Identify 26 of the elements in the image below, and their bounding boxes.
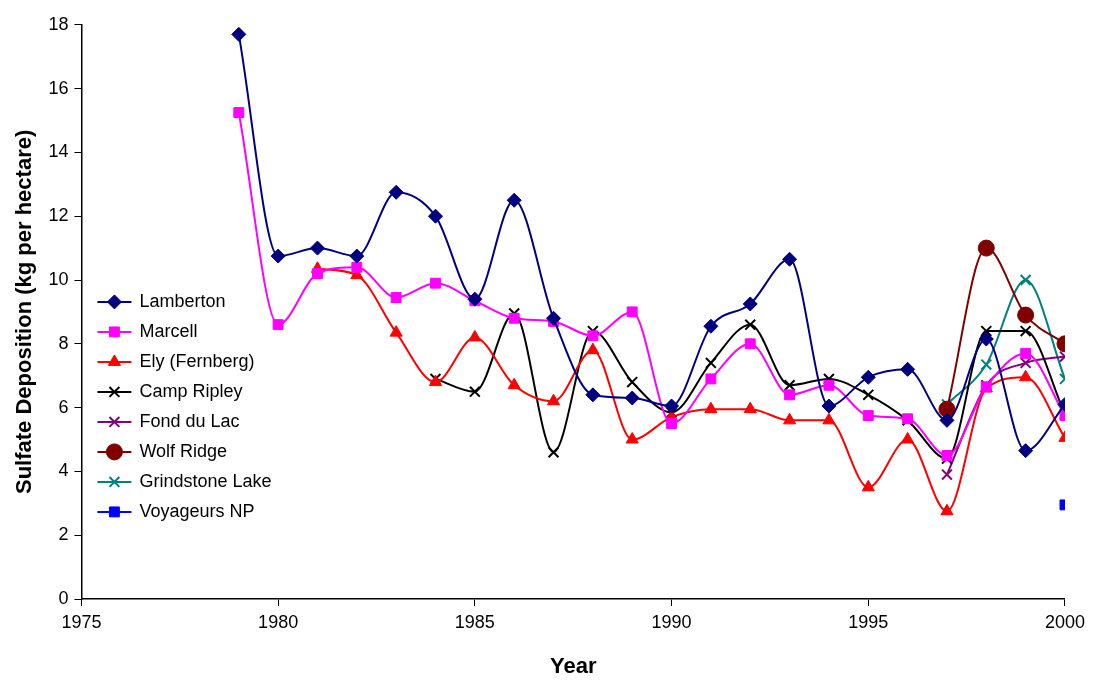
y-tick-label: 6 <box>58 396 69 417</box>
y-tick-label: 2 <box>58 524 69 545</box>
x-tick-label: 2000 <box>1044 611 1085 632</box>
legend-label: Fond du Lac <box>139 410 240 431</box>
legend-label: Ely (Fernberg) <box>139 350 255 371</box>
legend-label: Grindstone Lake <box>139 470 272 491</box>
y-tick-label: 18 <box>48 13 69 34</box>
x-tick-label: 1995 <box>848 611 889 632</box>
y-tick-label: 8 <box>58 332 69 353</box>
legend-label: Wolf Ridge <box>139 440 228 461</box>
y-tick-label: 14 <box>48 141 69 162</box>
x-tick-label: 1985 <box>454 611 495 632</box>
legend-label: Marcell <box>139 320 198 341</box>
x-axis-title: Year <box>549 652 597 678</box>
y-tick-label: 16 <box>48 77 69 98</box>
y-tick-label: 12 <box>48 205 69 226</box>
y-tick-label: 4 <box>58 460 69 481</box>
legend-label: Lamberton <box>139 290 226 311</box>
y-axis-title: Sulfate Deposition (kg per hectare) <box>11 129 37 495</box>
legend-label: Camp Ripley <box>139 380 243 401</box>
y-tick-label: 0 <box>58 587 69 608</box>
x-tick-label: 1980 <box>258 611 299 632</box>
y-tick-label: 10 <box>48 268 69 289</box>
legend-label: Voyageurs NP <box>139 500 255 521</box>
x-tick-label: 1975 <box>61 611 102 632</box>
x-tick-label: 1990 <box>651 611 692 632</box>
